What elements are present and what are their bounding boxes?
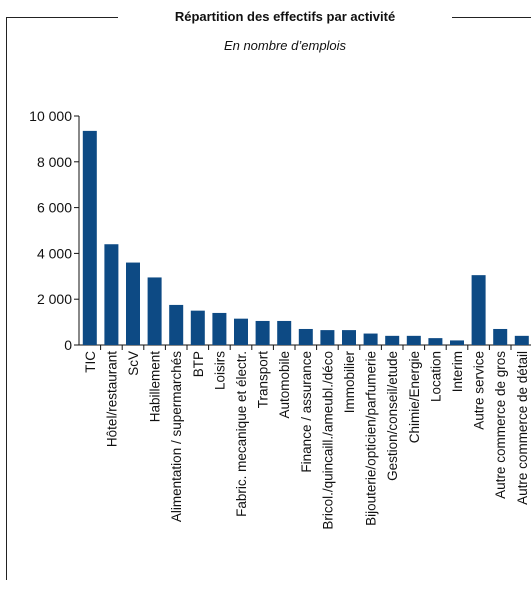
bar: [450, 340, 464, 345]
frame-top-left-line: [6, 17, 118, 18]
x-tick-label: Location: [428, 351, 443, 402]
x-tick-label: Immobilier: [342, 351, 357, 414]
x-tick-label: Transport: [256, 351, 271, 409]
y-tick-label: 8 000: [37, 154, 72, 170]
bar: [277, 320, 292, 345]
bar: [147, 277, 162, 345]
x-tick-label: Alimentation / supermarchés: [169, 351, 184, 522]
bar: [363, 333, 378, 345]
x-tick-label: Bricol./quincaill./ameubl./déco: [320, 351, 335, 530]
frame-top-right-line: [452, 17, 531, 18]
x-tick-label: Habillement: [148, 351, 163, 423]
y-tick-label: 6 000: [37, 200, 72, 216]
bar: [190, 310, 205, 345]
bar: [493, 328, 508, 345]
x-tick-label: Hôtel/restaurant: [104, 351, 119, 447]
x-tick-label: Gestion/conseil/etude: [385, 351, 400, 481]
x-tick-label: Bijouterie/opticien/parfumerie: [364, 351, 379, 526]
bar: [126, 262, 140, 345]
y-tick-label: 10 000: [29, 108, 72, 124]
chart-subtitle: En nombre d’emplois: [223, 38, 347, 53]
bar: [255, 320, 270, 345]
x-tick-label: TIC: [83, 351, 98, 373]
bar: [298, 328, 313, 345]
bar: [514, 335, 529, 345]
y-tick-label: 4 000: [37, 245, 72, 261]
bar: [428, 338, 443, 345]
x-tick-label: Loisirs: [212, 351, 227, 390]
x-tick-label: ScV: [126, 351, 141, 376]
x-tick-label: Chimie/Energie: [407, 351, 422, 443]
x-tick-label: Automobile: [277, 351, 292, 419]
x-tick-label: Fabric. mecanique et électr.: [234, 351, 249, 517]
bar: [82, 130, 97, 345]
x-tick-label: Autre commerce de gros: [493, 351, 508, 499]
x-tick-label: Interim: [450, 351, 465, 392]
y-tick-label: 2 000: [37, 291, 72, 307]
bar: [234, 318, 248, 345]
bar: [169, 304, 184, 345]
y-tick-label: 0: [64, 337, 72, 353]
bar: [385, 335, 400, 345]
chart-title: Répartition des effectifs par activité: [174, 9, 396, 24]
bar: [212, 312, 227, 345]
x-tick-label: Finance / assurance: [299, 351, 314, 473]
bar: [320, 330, 335, 345]
x-tick-label: Autre commerce de détail: [515, 351, 530, 505]
bar: [471, 275, 486, 345]
bar: [104, 244, 119, 345]
bar: [406, 335, 421, 345]
bar: [342, 330, 356, 345]
x-tick-label: Autre service: [472, 351, 487, 430]
x-tick-label: BTP: [191, 351, 206, 377]
frame-left-line: [6, 17, 7, 580]
